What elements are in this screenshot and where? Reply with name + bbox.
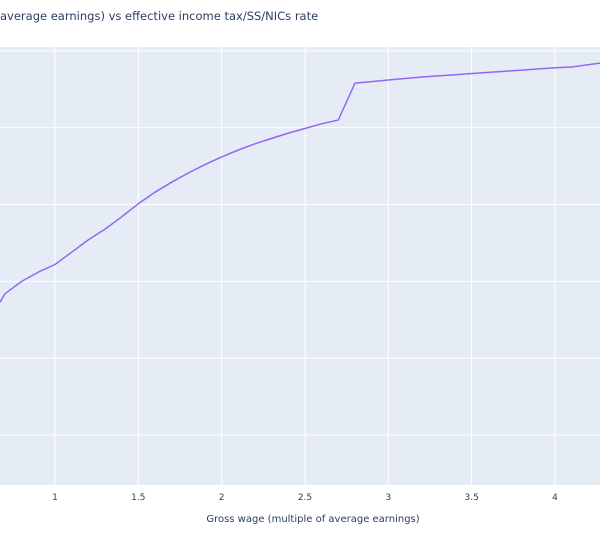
x-axis-title: Gross wage (multiple of average earnings… <box>206 514 419 525</box>
chart-title: average earnings) vs effective income ta… <box>0 9 319 23</box>
x-tick-label: 2 <box>219 493 225 503</box>
plot-background <box>0 47 600 485</box>
x-tick-label: 3.5 <box>465 493 479 503</box>
series-line <box>0 62 600 303</box>
x-tick-label: 4 <box>552 493 558 503</box>
x-tick-labels: 1 1.5 2 2.5 3 3.5 4 <box>52 493 558 503</box>
y-gridlines <box>0 50 600 436</box>
x-tick-label: 1 <box>52 493 58 503</box>
x-tick-label: 1.5 <box>131 493 145 503</box>
x-tick-label: 3 <box>385 493 391 503</box>
x-tick-label: 2.5 <box>298 493 312 503</box>
series-layer <box>0 62 600 303</box>
x-gridlines <box>54 47 556 485</box>
